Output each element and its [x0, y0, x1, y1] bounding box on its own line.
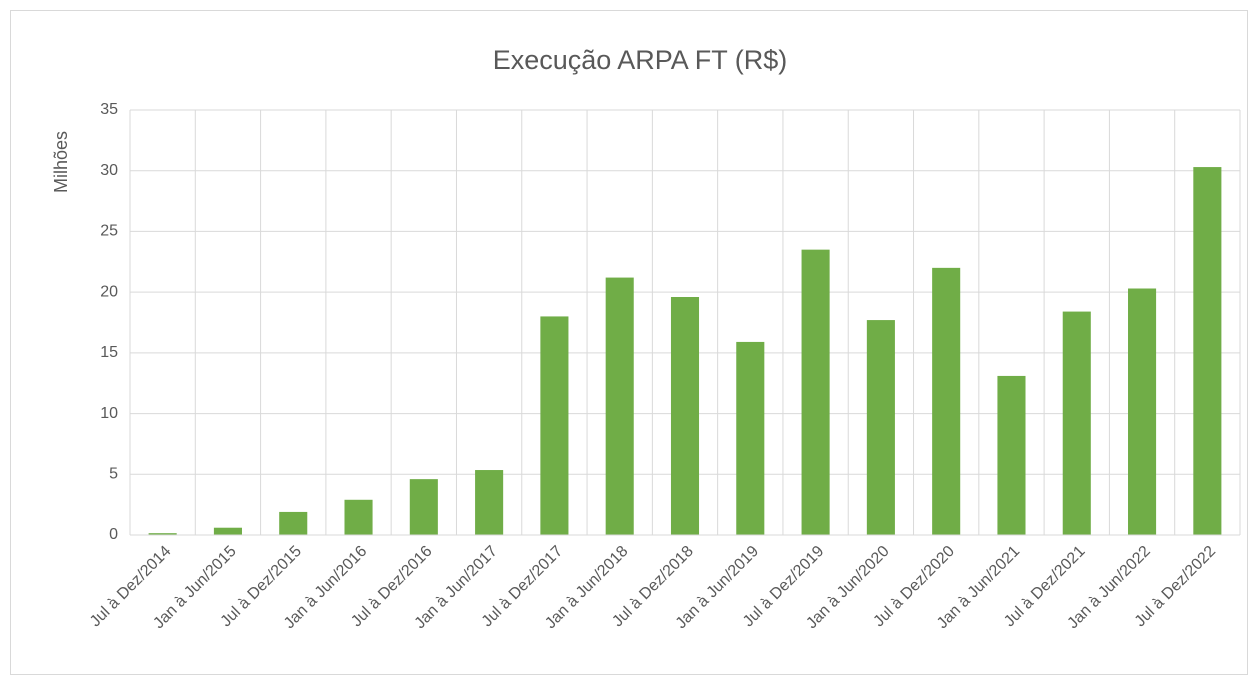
- bar: [997, 375, 1026, 535]
- y-axis-label: Milhões: [51, 131, 71, 193]
- bar: [736, 341, 765, 535]
- bar: [409, 479, 438, 535]
- bar: [148, 533, 177, 535]
- bar: [344, 499, 373, 535]
- bar: [1062, 311, 1091, 535]
- bar: [1128, 288, 1157, 535]
- chart-title: Execução ARPA FT (R$): [493, 45, 788, 75]
- bar: [670, 297, 700, 535]
- bar: [866, 320, 895, 535]
- y-tick-label: 25: [100, 223, 118, 240]
- bar: [605, 277, 634, 535]
- y-tick-label: 15: [100, 344, 118, 361]
- bar: [213, 527, 242, 535]
- y-tick-label: 10: [100, 405, 118, 422]
- y-tick-label: 35: [100, 101, 118, 118]
- bar: [1193, 167, 1222, 536]
- y-tick-label: 20: [100, 283, 118, 300]
- y-tick-label: 0: [109, 526, 118, 543]
- bar: [932, 267, 961, 535]
- y-tick-label: 5: [109, 466, 118, 483]
- bar: [540, 316, 569, 535]
- bar: [475, 470, 504, 535]
- bar: [279, 511, 308, 535]
- y-tick-label: 30: [100, 162, 118, 179]
- bar: [801, 249, 830, 535]
